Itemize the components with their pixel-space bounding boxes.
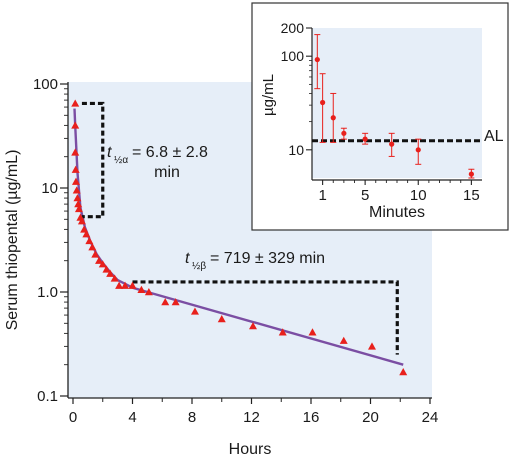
inset-data-point [362, 132, 369, 145]
alpha-value: = 6.8 ± 2.8 [132, 144, 208, 161]
inset-data-point [468, 168, 475, 179]
inset-y-tick-label: 100 [281, 48, 305, 64]
half-life-brackets [81, 101, 399, 355]
main-data-point [308, 328, 317, 336]
inset-point-marker [389, 141, 395, 147]
main-x-tick-label: 12 [243, 409, 260, 426]
inset-y-axis-label: µg/mL [260, 74, 277, 116]
main-x-tick-label: 24 [422, 409, 439, 426]
main-data-point [217, 315, 226, 323]
svg-text:t ½α = 6.8 ± 2.8: t ½α = 6.8 ± 2.8 [107, 144, 208, 167]
inset-plot-area [312, 28, 482, 178]
inset-data-point [415, 138, 422, 165]
main-data-point [339, 336, 348, 344]
main-data-point [71, 177, 80, 185]
main-x-axis-label: Hours [229, 441, 272, 457]
alpha-unit: min [154, 164, 180, 181]
alpha-t-symbol: t [107, 144, 112, 161]
main-y-tick-label: 1.0 [37, 284, 58, 301]
inset-data-point [330, 92, 337, 143]
main-x-tick-label: 4 [128, 409, 136, 426]
main-data-point [115, 281, 124, 289]
main-data-point [82, 230, 91, 238]
inset-x-axis-label: Minutes [369, 204, 425, 221]
main-data-point [248, 322, 257, 330]
main-data-point [171, 298, 180, 306]
main-data-point [73, 194, 82, 202]
alpha-subscript: ½α [114, 155, 128, 166]
inset-x-tick-label: 1 [318, 187, 326, 204]
inset-data-point [319, 73, 326, 143]
main-data-point [106, 269, 115, 277]
inset-point-marker [468, 171, 474, 177]
main-data-point [77, 217, 86, 225]
main-data-point [71, 99, 80, 107]
main-axes: 0 4 8 12 16 20 24 0.1 1.0 10 100 [33, 76, 438, 426]
main-x-tick-label: 20 [362, 409, 379, 426]
inset-point-marker [320, 99, 326, 106]
beta-value: = 719 ± 329 min [210, 250, 325, 267]
main-data-point [71, 121, 80, 129]
inset-data-points [314, 34, 475, 179]
threshold-label: AL [484, 128, 504, 145]
main-data-point [85, 236, 94, 245]
main-y-axis-label: Serum thiopental (µg/mL) [4, 150, 21, 331]
main-data-point [88, 243, 97, 251]
inset-data-point [340, 127, 347, 140]
main-y-tick-label: 100 [33, 76, 58, 93]
inset-x-tick-label: 15 [463, 187, 480, 204]
main-y-tick-label: 10 [41, 180, 58, 197]
main-data-point [399, 368, 408, 376]
inset-data-point [388, 132, 395, 157]
main-data-point [121, 281, 130, 289]
inset-y-tick-label: 10 [288, 142, 304, 158]
main-data-point [72, 186, 81, 194]
main-data-point [144, 288, 153, 296]
beta-bracket [132, 280, 399, 355]
inset-x-tick-label: 5 [361, 187, 369, 204]
main-data-point [161, 298, 170, 306]
main-x-tick-label: 8 [188, 409, 196, 426]
main-data-point [128, 281, 137, 289]
main-data-point [102, 265, 111, 273]
main-data-point [95, 256, 104, 264]
beta-half-life-annotation: t ½β = 719 ± 329 min [185, 250, 325, 273]
main-x-tick-label: 16 [303, 409, 320, 426]
main-data-point [137, 285, 146, 293]
main-data-point [91, 250, 100, 258]
inset-y-tick-label: 200 [281, 20, 305, 36]
inset-point-marker [330, 115, 336, 121]
inset-x-tick-label: 10 [410, 187, 427, 204]
svg-text:t ½β = 719 ± 329 m: t ½β = 719 ± 329 min [185, 250, 325, 273]
beta-subscript: ½β [192, 261, 206, 272]
main-data-point [278, 328, 287, 336]
main-data-point [110, 274, 119, 282]
main-y-tick-label: 0.1 [37, 388, 58, 405]
main-data-point [74, 204, 83, 213]
beta-t-symbol: t [185, 250, 190, 267]
inset-data-point [314, 34, 321, 90]
alpha-half-life-annotation: t ½α = 6.8 ± 2.8 min [107, 144, 208, 181]
main-data-point [74, 200, 83, 208]
main-data-point [367, 342, 376, 350]
main-x-tick-label: 0 [69, 409, 77, 426]
inset-point-marker [314, 56, 320, 63]
inset-point-marker [415, 147, 421, 153]
main-data-points [71, 99, 408, 376]
inset-point-marker [362, 136, 368, 142]
main-data-point [71, 148, 80, 156]
alpha-bracket [81, 101, 105, 219]
main-data-point [190, 307, 199, 315]
main-data-point [98, 260, 107, 268]
beta-phase-line [147, 290, 404, 366]
main-data-point [71, 165, 80, 173]
inset-point-marker [341, 130, 347, 136]
